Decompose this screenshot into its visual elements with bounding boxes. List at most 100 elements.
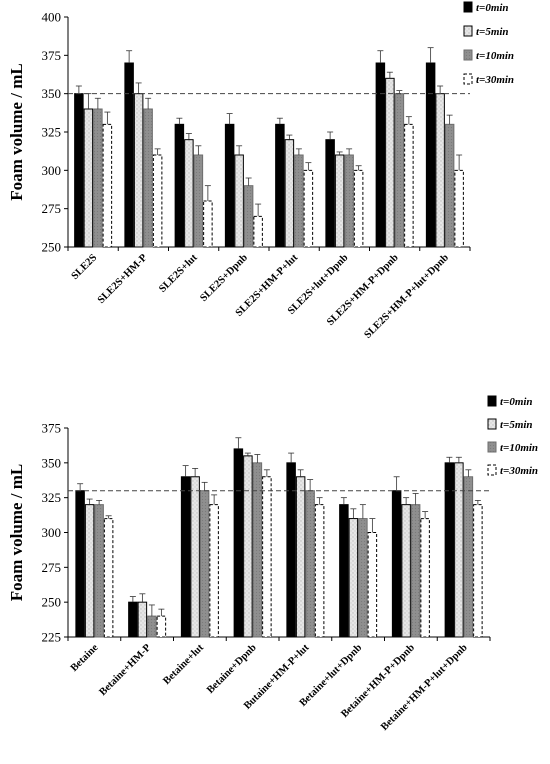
bar-t-0min-betaine-lut: [180, 476, 191, 638]
category-label: Betaine+lut: [161, 642, 206, 687]
bar-t-0min-sle2s-hm-p-lut: [275, 123, 285, 248]
bar-t-5min-sle2s-hm-p: [133, 93, 144, 248]
category-label: Betaine+HM-P+lut+Dpnb: [379, 642, 470, 733]
legend-swatch-t-30min: [487, 464, 497, 476]
bar-t-30min-sle2s-dpnb: [253, 215, 263, 248]
legend-label-t-0min: t=0min: [476, 2, 509, 14]
bar-t-5min-sle2s-lut-dpnb: [334, 154, 345, 248]
bar-t-5min-sle2s-hm-p-lut: [284, 139, 295, 248]
chart-panel-betaine: 225 250 275 300 325 350 375 Foam volume / mL Bet…: [7, 395, 538, 733]
bar-t-5min-sle2s-hm-p-lut-dpnb: [435, 93, 445, 248]
y-tick-label: 400: [42, 10, 62, 25]
bar-t-30min-sle2s-hm-p: [152, 154, 163, 248]
bar-t-30min-betaine-lut-dpnb: [367, 532, 378, 638]
y-tick-label: 300: [42, 525, 62, 540]
bar-t-5min-sle2s-hm-p-dpnb: [385, 77, 395, 248]
bar-t-10min-betaine-lut-dpnb: [358, 518, 368, 638]
bar-t-0min-sle2s-hm-p-dpnb: [375, 62, 386, 248]
legend-label-t-30min: t=30min: [476, 74, 514, 86]
category-label: Betaine+HM-P: [98, 642, 154, 698]
bar-t-10min-betaine-hm-p: [147, 615, 157, 638]
bar-t-10min-betaine-hm-p-dpnb: [410, 504, 421, 638]
legend-label-t-5min: t=5min: [476, 26, 509, 38]
category-label: Betaine+Dpnb: [205, 642, 259, 696]
y-tick-label: 350: [42, 455, 62, 470]
legend-swatch-t-0min: [487, 395, 497, 407]
y-axis-label: Foam volume / mL: [7, 464, 26, 601]
bar-t-10min-sle2s-lut-dpnb: [344, 154, 354, 248]
bar-t-5min-sle2s: [83, 108, 94, 248]
y-tick-label: 325: [42, 490, 62, 505]
category-label: SLE2S+HM-P: [96, 252, 150, 306]
bar-t-0min-betaine-hm-p-lut-dpnb: [444, 462, 455, 638]
y-axis-label: Foam volume / mL: [7, 63, 26, 200]
bar-t-5min-betaine: [84, 504, 95, 638]
bar-t-5min-sle2s-dpnb: [234, 154, 244, 248]
bar-t-10min-sle2s-hm-p-dpnb: [394, 93, 405, 248]
legend-label-t-5min: t=5min: [500, 419, 533, 431]
y-tick-label: 275: [42, 560, 62, 575]
category-label: Betaine: [69, 642, 101, 674]
bar-t-30min-sle2s-lut-dpnb: [353, 169, 364, 248]
bar-t-30min-betaine-hm-p: [156, 615, 167, 638]
bar-t-30min-betaine-hm-p-lut-dpnb: [473, 504, 483, 638]
legend-swatch-t-10min: [487, 441, 497, 453]
bar-t-0min-sle2s: [74, 93, 84, 248]
bar-t-5min-betaine-lut-dpnb: [348, 518, 359, 638]
bar-t-10min-butaine-hm-p-lut: [305, 490, 315, 638]
bar-t-5min-butaine-hm-p-lut: [295, 476, 306, 638]
bar-t-30min-betaine-hm-p-dpnb: [420, 518, 430, 638]
legend-swatch-t-5min: [487, 418, 497, 430]
bar-t-0min-betaine-hm-p: [128, 601, 138, 638]
y-tick-label: 325: [42, 125, 62, 140]
bar-t-10min-betaine: [94, 504, 104, 638]
y-tick-label: 250: [42, 240, 62, 255]
y-tick-label: 375: [42, 421, 62, 436]
category-label: SLE2S+HM-P+lut+Dpnb: [362, 252, 451, 341]
legend-swatch-t-0min: [463, 1, 473, 13]
bar-t-0min-sle2s-hm-p-lut-dpnb: [425, 62, 436, 248]
y-tick-label: 375: [42, 48, 62, 63]
bar-t-0min-sle2s-lut-dpnb: [325, 139, 335, 248]
bar-t-5min-betaine-lut: [190, 476, 200, 638]
category-label: SLE2S: [70, 252, 100, 282]
bar-t-10min-sle2s-hm-p-lut-dpnb: [444, 123, 455, 248]
bar-t-10min-sle2s-dpnb: [243, 185, 254, 248]
bar-t-0min-sle2s-dpnb: [224, 123, 235, 248]
bar-t-30min-betaine: [103, 518, 114, 638]
bar-t-30min-sle2s-hm-p-lut: [303, 169, 314, 248]
bar-t-0min-betaine-lut-dpnb: [339, 504, 349, 638]
chart-panel-sle2s: 250 275 300 325 350 375 400 Foam volume / mL SLE…: [7, 1, 514, 341]
category-label: SLE2S+lut: [157, 252, 200, 295]
y-tick-label: 350: [42, 86, 62, 101]
bar-t-5min-betaine-hm-p-dpnb: [401, 504, 411, 638]
legend-label-t-10min: t=10min: [500, 442, 538, 454]
bar-t-10min-betaine-dpnb: [252, 462, 263, 638]
bar-t-30min-betaine-dpnb: [262, 476, 272, 638]
category-label: SLE2S+Dpnb: [198, 252, 250, 304]
bar-t-30min-butaine-hm-p-lut: [314, 504, 325, 638]
bar-t-30min-betaine-lut: [209, 504, 219, 638]
bar-t-0min-sle2s-lut: [174, 123, 185, 248]
bar-t-0min-sle2s-hm-p: [124, 62, 134, 248]
bar-t-5min-betaine-hm-p: [137, 601, 148, 638]
bar-t-10min-betaine-lut: [199, 490, 210, 638]
bar-t-0min-betaine-dpnb: [233, 448, 244, 638]
bar-t-10min-sle2s-hm-p: [143, 108, 153, 248]
legend-label-t-0min: t=0min: [500, 396, 533, 408]
y-tick-label: 250: [42, 595, 62, 610]
legend-swatch-t-10min: [463, 49, 473, 61]
bar-t-0min-betaine-hm-p-dpnb: [391, 490, 402, 638]
y-tick-label: 275: [42, 201, 62, 216]
bar-t-5min-betaine-dpnb: [243, 455, 253, 638]
bar-t-30min-sle2s: [102, 123, 113, 248]
bar-t-10min-sle2s: [93, 108, 103, 248]
bar-t-10min-betaine-hm-p-lut-dpnb: [463, 476, 474, 638]
legend-swatch-t-5min: [463, 25, 473, 37]
bar-t-30min-sle2s-lut: [203, 200, 213, 248]
bar-t-0min-butaine-hm-p-lut: [286, 462, 296, 638]
bar-t-5min-betaine-hm-p-lut-dpnb: [454, 462, 464, 638]
legend-label-t-30min: t=30min: [500, 465, 538, 477]
bar-t-30min-sle2s-hm-p-lut-dpnb: [454, 169, 464, 248]
